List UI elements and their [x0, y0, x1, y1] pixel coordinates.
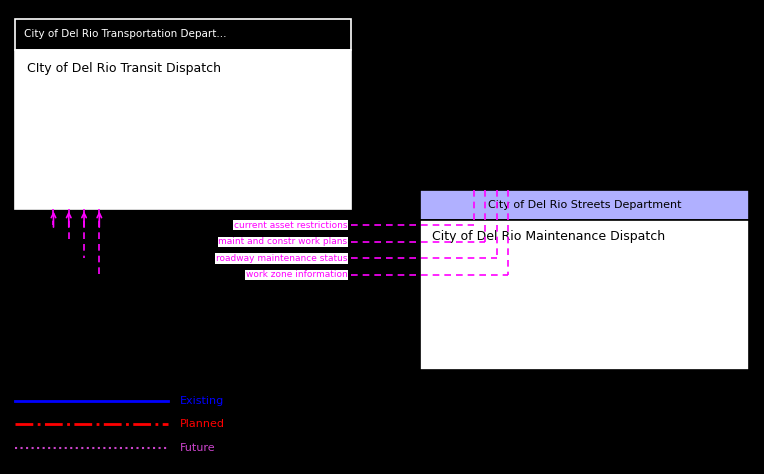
Text: CIty of Del Rio Transit Dispatch: CIty of Del Rio Transit Dispatch [27, 62, 221, 74]
FancyBboxPatch shape [15, 19, 351, 50]
Text: City of Del Rio Transportation Depart...: City of Del Rio Transportation Depart... [24, 29, 227, 39]
FancyBboxPatch shape [420, 190, 749, 220]
Text: Existing: Existing [180, 395, 224, 406]
Text: Future: Future [180, 443, 215, 453]
Text: City of Del Rio Maintenance Dispatch: City of Del Rio Maintenance Dispatch [432, 230, 665, 243]
Text: maint and constr work plans: maint and constr work plans [219, 237, 348, 246]
Text: roadway maintenance status: roadway maintenance status [216, 254, 348, 263]
FancyBboxPatch shape [15, 50, 351, 209]
Text: current asset restrictions: current asset restrictions [234, 221, 348, 229]
Text: work zone information: work zone information [246, 271, 348, 279]
Text: Planned: Planned [180, 419, 225, 429]
Text: City of Del Rio Streets Department: City of Del Rio Streets Department [487, 200, 681, 210]
FancyBboxPatch shape [420, 220, 749, 370]
